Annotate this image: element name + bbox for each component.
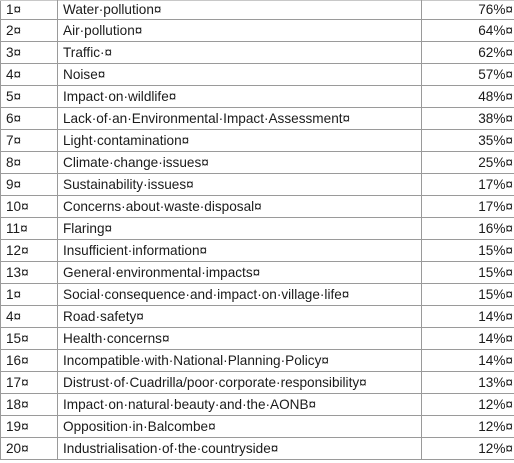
- rank-cell: 8¤: [0, 151, 58, 174]
- table-row: 2¤ Air·pollution¤ 64%¤: [0, 19, 514, 42]
- rank-cell: 5¤: [0, 85, 58, 108]
- percentage-cell: 64%¤: [421, 19, 514, 42]
- rank-cell: 10¤: [0, 195, 58, 218]
- percentage-cell: 17%¤: [421, 195, 514, 218]
- table-row: 19¤ Opposition·in·Balcombe¤ 12%¤: [0, 415, 514, 438]
- percentage-cell: 76%¤: [421, 0, 514, 20]
- table-row: 18¤ Impact·on·natural·beauty·and·the·AON…: [0, 393, 514, 416]
- issue-cell: Impact·on·wildlife¤: [57, 85, 422, 108]
- table-row: 5¤ Impact·on·wildlife¤ 48%¤: [0, 85, 514, 108]
- percentage-cell: 25%¤: [421, 151, 514, 174]
- issue-cell: General·environmental·impacts¤: [57, 261, 422, 284]
- issue-cell: Distrust·of·Cuadrilla/poor·corporate·res…: [57, 371, 422, 394]
- percentage-cell: 14%¤: [421, 305, 514, 328]
- rank-cell: 12¤: [0, 239, 58, 262]
- table-row: 16¤ Incompatible·with·National·Planning·…: [0, 349, 514, 372]
- table-row: 15¤ Health·concerns¤ 14%¤: [0, 327, 514, 350]
- rank-cell: 15¤: [0, 327, 58, 350]
- issue-cell: Traffic·¤: [57, 41, 422, 64]
- rank-cell: 9¤: [0, 173, 58, 196]
- table-row: 20¤ Industrialisation·of·the·countryside…: [0, 437, 514, 460]
- rank-cell: 7¤: [0, 129, 58, 152]
- issue-cell: Lack·of·an·Environmental·Impact·Assessme…: [57, 107, 422, 130]
- percentage-cell: 12%¤: [421, 393, 514, 416]
- rank-cell: 13¤: [0, 261, 58, 284]
- table-row: 11¤ Flaring¤ 16%¤: [0, 217, 514, 240]
- issue-cell: Climate·change·issues¤: [57, 151, 422, 174]
- table-row: 3¤ Traffic·¤ 62%¤: [0, 41, 514, 64]
- issue-cell: Industrialisation·of·the·countryside¤: [57, 437, 422, 460]
- rank-cell: 19¤: [0, 415, 58, 438]
- issue-cell: Air·pollution¤: [57, 19, 422, 42]
- percentage-cell: 38%¤: [421, 107, 514, 130]
- issue-cell: Insufficient·information¤: [57, 239, 422, 262]
- percentage-cell: 12%¤: [421, 437, 514, 460]
- rank-cell: 11¤: [0, 217, 58, 240]
- percentage-cell: 62%¤: [421, 41, 514, 64]
- rank-cell: 18¤: [0, 393, 58, 416]
- issue-cell: Flaring¤: [57, 217, 422, 240]
- percentage-cell: 15%¤: [421, 239, 514, 262]
- percentage-cell: 13%¤: [421, 371, 514, 394]
- issue-cell: Opposition·in·Balcombe¤: [57, 415, 422, 438]
- table-row: 4¤ Road·safety¤ 14%¤: [0, 305, 514, 328]
- percentage-cell: 15%¤: [421, 283, 514, 306]
- percentage-cell: 48%¤: [421, 85, 514, 108]
- issue-cell: Noise¤: [57, 63, 422, 86]
- table-row: 10¤ Concerns·about·waste·disposal¤ 17%¤: [0, 195, 514, 218]
- rank-cell: 6¤: [0, 107, 58, 130]
- issue-cell: Social·consequence·and·impact·on·village…: [57, 283, 422, 306]
- rank-cell: 17¤: [0, 371, 58, 394]
- issue-cell: Health·concerns¤: [57, 327, 422, 350]
- rank-cell: 1¤: [0, 0, 58, 20]
- table-row: 1¤ Social·consequence·and·impact·on·vill…: [0, 283, 514, 306]
- table-row: 7¤ Light·contamination¤ 35%¤: [0, 129, 514, 152]
- table-row: 1¤ Water·pollution¤ 76%¤: [0, 0, 514, 20]
- table-row: 4¤ Noise¤ 57%¤: [0, 63, 514, 86]
- table-row: 13¤ General·environmental·impacts¤ 15%¤: [0, 261, 514, 284]
- rank-cell: 1¤: [0, 283, 58, 306]
- percentage-cell: 14%¤: [421, 349, 514, 372]
- percentage-cell: 35%¤: [421, 129, 514, 152]
- table-row: 12¤ Insufficient·information¤ 15%¤: [0, 239, 514, 262]
- rank-cell: 20¤: [0, 437, 58, 460]
- table-row: 8¤ Climate·change·issues¤ 25%¤: [0, 151, 514, 174]
- table-row: 9¤ Sustainability·issues¤ 17%¤: [0, 173, 514, 196]
- rank-cell: 4¤: [0, 63, 58, 86]
- rank-cell: 4¤: [0, 305, 58, 328]
- issue-cell: Impact·on·natural·beauty·and·the·AONB¤: [57, 393, 422, 416]
- table-row: 17¤ Distrust·of·Cuadrilla/poor·corporate…: [0, 371, 514, 394]
- table-row: 6¤ Lack·of·an·Environmental·Impact·Asses…: [0, 107, 514, 130]
- issue-cell: Incompatible·with·National·Planning·Poli…: [57, 349, 422, 372]
- issue-cell: Light·contamination¤: [57, 129, 422, 152]
- issue-cell: Road·safety¤: [57, 305, 422, 328]
- issue-cell: Water·pollution¤: [57, 0, 422, 20]
- issue-cell: Concerns·about·waste·disposal¤: [57, 195, 422, 218]
- percentage-cell: 15%¤: [421, 261, 514, 284]
- rank-cell: 2¤: [0, 19, 58, 42]
- percentage-cell: 12%¤: [421, 415, 514, 438]
- rank-cell: 16¤: [0, 349, 58, 372]
- percentage-cell: 16%¤: [421, 217, 514, 240]
- percentage-cell: 14%¤: [421, 327, 514, 350]
- rank-cell: 3¤: [0, 41, 58, 64]
- percentage-cell: 17%¤: [421, 173, 514, 196]
- percentage-cell: 57%¤: [421, 63, 514, 86]
- issue-cell: Sustainability·issues¤: [57, 173, 422, 196]
